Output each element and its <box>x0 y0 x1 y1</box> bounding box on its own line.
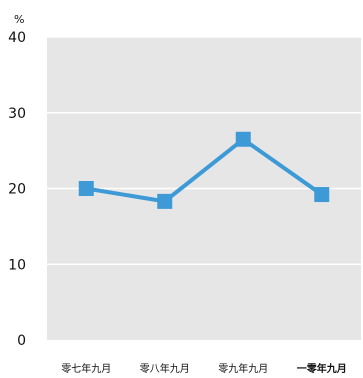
series-line <box>85 137 323 204</box>
x-category-label: 零七年九月 <box>61 362 111 375</box>
data-point-marker <box>314 187 330 203</box>
y-tick-label: 0 <box>17 333 26 349</box>
series-group <box>78 131 330 209</box>
y-tick-label: 10 <box>8 257 26 273</box>
x-category-label: 零八年九月 <box>140 362 190 375</box>
y-unit-label: % <box>14 13 24 26</box>
data-point-marker <box>235 131 251 147</box>
x-category-label: 零九年九月 <box>218 362 268 375</box>
data-point-marker <box>78 181 94 196</box>
y-tick-label: 40 <box>8 30 26 46</box>
y-tick-label: 20 <box>8 182 26 198</box>
data-point-marker <box>157 193 173 209</box>
y-axis-ticks: 0 10 20 30 40 <box>8 30 26 349</box>
y-tick-label: 30 <box>8 106 26 122</box>
x-axis-categories: 零七年九月 零八年九月 零九年九月 一零年九月 <box>61 362 347 375</box>
x-category-label: 一零年九月 <box>297 362 347 375</box>
gridlines <box>47 36 361 265</box>
